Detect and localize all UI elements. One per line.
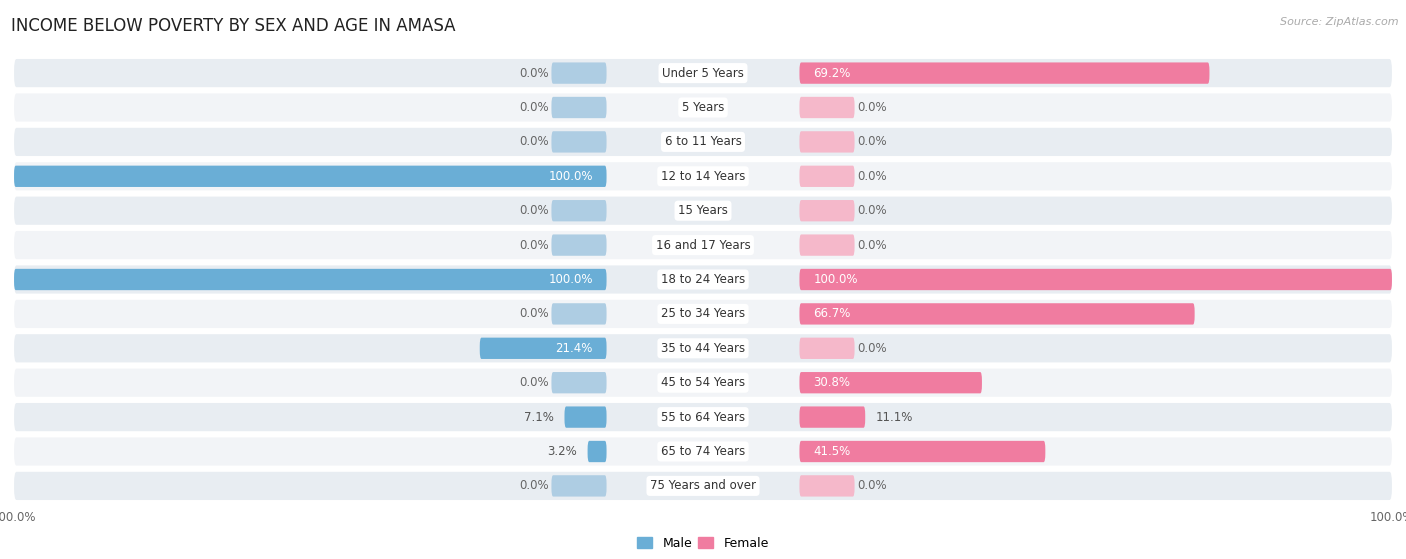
FancyBboxPatch shape <box>800 234 855 256</box>
Legend: Male, Female: Male, Female <box>633 532 773 555</box>
Text: 0.0%: 0.0% <box>858 342 887 355</box>
FancyBboxPatch shape <box>551 131 606 153</box>
FancyBboxPatch shape <box>14 334 1392 362</box>
FancyBboxPatch shape <box>564 406 606 428</box>
Text: 30.8%: 30.8% <box>813 376 851 389</box>
FancyBboxPatch shape <box>14 93 1392 122</box>
FancyBboxPatch shape <box>479 338 606 359</box>
Text: 100.0%: 100.0% <box>548 273 593 286</box>
Text: 7.1%: 7.1% <box>524 411 554 424</box>
FancyBboxPatch shape <box>14 269 606 290</box>
FancyBboxPatch shape <box>14 128 1392 156</box>
Text: 15 Years: 15 Years <box>678 204 728 217</box>
FancyBboxPatch shape <box>800 441 1045 462</box>
FancyBboxPatch shape <box>551 97 606 118</box>
FancyBboxPatch shape <box>800 165 855 187</box>
Text: 45 to 54 Years: 45 to 54 Years <box>661 376 745 389</box>
Text: 100.0%: 100.0% <box>813 273 858 286</box>
Text: 0.0%: 0.0% <box>519 239 548 252</box>
FancyBboxPatch shape <box>800 303 1195 325</box>
FancyBboxPatch shape <box>800 338 855 359</box>
Text: Under 5 Years: Under 5 Years <box>662 67 744 79</box>
FancyBboxPatch shape <box>551 475 606 496</box>
Text: 41.5%: 41.5% <box>813 445 851 458</box>
FancyBboxPatch shape <box>551 372 606 394</box>
FancyBboxPatch shape <box>14 197 1392 225</box>
Text: 16 and 17 Years: 16 and 17 Years <box>655 239 751 252</box>
Text: 0.0%: 0.0% <box>858 135 887 148</box>
Text: 0.0%: 0.0% <box>858 204 887 217</box>
Text: 66.7%: 66.7% <box>813 307 851 320</box>
FancyBboxPatch shape <box>14 368 1392 397</box>
FancyBboxPatch shape <box>14 300 1392 328</box>
Text: 18 to 24 Years: 18 to 24 Years <box>661 273 745 286</box>
FancyBboxPatch shape <box>551 303 606 325</box>
Text: 69.2%: 69.2% <box>813 67 851 79</box>
Text: 0.0%: 0.0% <box>519 101 548 114</box>
Text: 6 to 11 Years: 6 to 11 Years <box>665 135 741 148</box>
FancyBboxPatch shape <box>14 437 1392 466</box>
FancyBboxPatch shape <box>800 372 981 394</box>
FancyBboxPatch shape <box>551 63 606 84</box>
Text: 75 Years and over: 75 Years and over <box>650 480 756 492</box>
FancyBboxPatch shape <box>551 200 606 221</box>
FancyBboxPatch shape <box>14 165 606 187</box>
FancyBboxPatch shape <box>800 131 855 153</box>
FancyBboxPatch shape <box>14 403 1392 431</box>
Text: 0.0%: 0.0% <box>519 480 548 492</box>
FancyBboxPatch shape <box>588 441 606 462</box>
Text: 0.0%: 0.0% <box>519 135 548 148</box>
Text: 0.0%: 0.0% <box>519 204 548 217</box>
FancyBboxPatch shape <box>800 269 1392 290</box>
Text: 0.0%: 0.0% <box>519 307 548 320</box>
Text: 5 Years: 5 Years <box>682 101 724 114</box>
Text: 3.2%: 3.2% <box>547 445 578 458</box>
Text: Source: ZipAtlas.com: Source: ZipAtlas.com <box>1281 17 1399 27</box>
FancyBboxPatch shape <box>800 475 855 496</box>
Text: 12 to 14 Years: 12 to 14 Years <box>661 170 745 183</box>
Text: 65 to 74 Years: 65 to 74 Years <box>661 445 745 458</box>
Text: 0.0%: 0.0% <box>858 170 887 183</box>
Text: 11.1%: 11.1% <box>876 411 912 424</box>
FancyBboxPatch shape <box>14 162 1392 191</box>
FancyBboxPatch shape <box>800 406 865 428</box>
FancyBboxPatch shape <box>800 97 855 118</box>
FancyBboxPatch shape <box>551 234 606 256</box>
Text: 0.0%: 0.0% <box>519 67 548 79</box>
Text: 35 to 44 Years: 35 to 44 Years <box>661 342 745 355</box>
FancyBboxPatch shape <box>14 266 1392 293</box>
Text: 25 to 34 Years: 25 to 34 Years <box>661 307 745 320</box>
FancyBboxPatch shape <box>800 63 1209 84</box>
FancyBboxPatch shape <box>800 200 855 221</box>
Text: 100.0%: 100.0% <box>548 170 593 183</box>
Text: 0.0%: 0.0% <box>858 480 887 492</box>
FancyBboxPatch shape <box>14 472 1392 500</box>
Text: INCOME BELOW POVERTY BY SEX AND AGE IN AMASA: INCOME BELOW POVERTY BY SEX AND AGE IN A… <box>11 17 456 35</box>
Text: 0.0%: 0.0% <box>858 239 887 252</box>
FancyBboxPatch shape <box>14 231 1392 259</box>
Text: 55 to 64 Years: 55 to 64 Years <box>661 411 745 424</box>
Text: 21.4%: 21.4% <box>555 342 593 355</box>
FancyBboxPatch shape <box>14 59 1392 87</box>
Text: 0.0%: 0.0% <box>519 376 548 389</box>
Text: 0.0%: 0.0% <box>858 101 887 114</box>
